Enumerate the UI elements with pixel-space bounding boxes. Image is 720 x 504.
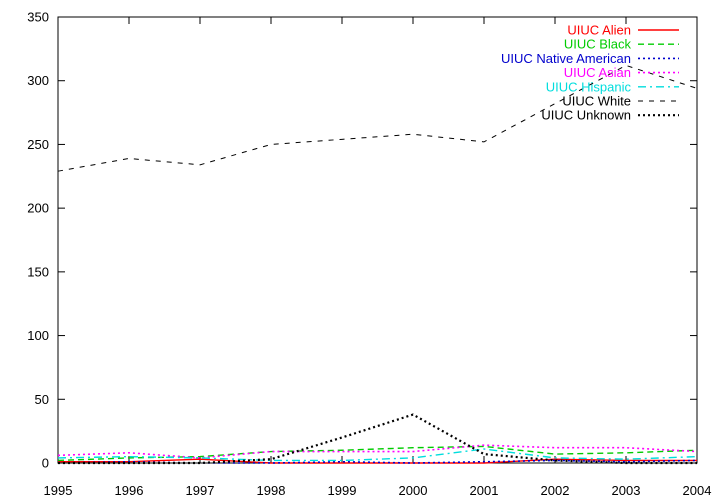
x-tick-label: 1997 [186, 483, 215, 498]
series-line-uiuc-black [57, 445, 698, 462]
y-tick-label: 300 [27, 73, 49, 88]
series-line-uiuc-hispanic [57, 448, 698, 462]
y-tick-label: 350 [27, 10, 49, 25]
series-line-uiuc-alien [58, 458, 697, 464]
x-tick-label: 1995 [44, 483, 73, 498]
axes-layer: 0 50 100 150 200 250 300 350 1995 1996 1997 1998 199… [27, 10, 711, 499]
y-tick-label: 200 [27, 201, 49, 216]
series-line-uiuc-unknown [58, 413, 697, 465]
legend-label: UIUC Alien [567, 23, 631, 38]
x-tick-label: 1998 [257, 483, 286, 498]
series-layer [57, 64, 698, 465]
legend-label: UIUC Unknown [541, 108, 631, 123]
y-tick-label: 150 [27, 264, 49, 279]
y-tick-label: 0 [42, 456, 49, 471]
x-tick-label: 2004 [683, 483, 712, 498]
legend-label: UIUC White [562, 94, 631, 109]
x-tick-label: 2001 [470, 483, 499, 498]
legend-label: UIUC Hispanic [546, 79, 632, 94]
y-tick-label: 250 [27, 137, 49, 152]
x-tick-label: 1999 [328, 483, 357, 498]
series-line-uiuc-white [57, 64, 698, 172]
x-tick-label: 2002 [541, 483, 570, 498]
series-line-uiuc-asian [57, 444, 698, 459]
legend-label: UIUC Native American [501, 51, 631, 66]
legend-label: UIUC Black [564, 37, 632, 52]
x-tick-label: 2003 [612, 483, 641, 498]
x-tick-label: 2000 [399, 483, 428, 498]
y-tick-label: 50 [35, 392, 49, 407]
x-tick-label: 1996 [115, 483, 144, 498]
y-tick-label: 100 [27, 328, 49, 343]
legend-label: UIUC Asian [564, 65, 631, 80]
